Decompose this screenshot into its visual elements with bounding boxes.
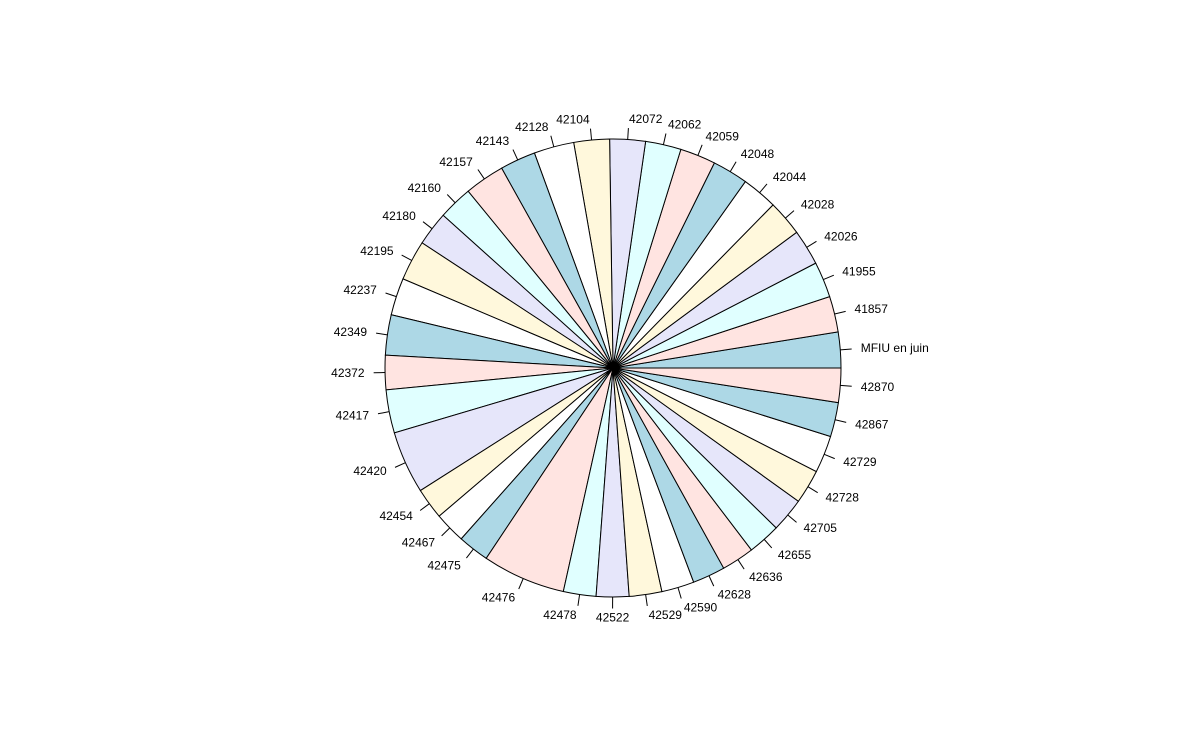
- slice-label: 42729: [843, 455, 877, 469]
- label-tick: [840, 348, 852, 351]
- label-tick: [550, 135, 555, 147]
- slice-label: 42475: [427, 558, 461, 572]
- slice-label: 42028: [801, 198, 835, 212]
- slice-label: 42870: [861, 380, 895, 394]
- label-tick: [806, 240, 817, 248]
- slice-label: 42195: [360, 244, 394, 258]
- label-tick: [419, 503, 430, 511]
- slice-label: 42128: [515, 120, 549, 134]
- label-tick: [627, 128, 629, 140]
- label-tick: [376, 332, 388, 336]
- label-tick: [823, 274, 835, 281]
- label-tick: [466, 548, 474, 559]
- label-tick: [441, 527, 451, 537]
- slice-label: 42590: [684, 600, 718, 614]
- slice-labels: MFIU en juin 41857 41955 42026 42028 42044 420…: [331, 112, 929, 625]
- label-tick: [477, 169, 485, 180]
- label-tick: [446, 194, 456, 204]
- label-tick: [787, 514, 797, 523]
- label-tick: [785, 210, 795, 219]
- pie-slices: [384, 138, 842, 598]
- label-tick: [708, 575, 715, 587]
- label-tick: [512, 149, 519, 161]
- label-tick: [834, 310, 846, 315]
- slice-label: 42237: [343, 283, 377, 297]
- slice-label: 42372: [331, 366, 365, 380]
- slice-label: 42026: [824, 229, 858, 243]
- label-tick: [840, 384, 852, 387]
- slice-label: 42048: [741, 147, 775, 161]
- label-tick: [394, 462, 406, 468]
- label-tick: [422, 221, 433, 230]
- slice-label: 42867: [855, 417, 889, 431]
- label-tick: [823, 453, 835, 460]
- label-tick: [729, 161, 737, 172]
- label-tick: [807, 486, 818, 494]
- slice-label: 42157: [439, 155, 473, 169]
- slice-label: 42143: [476, 134, 510, 148]
- label-tick: [401, 254, 412, 261]
- label-ticks: [373, 128, 852, 609]
- slice-label: 42529: [649, 608, 683, 622]
- label-tick: [577, 594, 581, 606]
- label-tick: [677, 587, 682, 599]
- slice-label: 41857: [855, 302, 889, 316]
- slice-label: 42522: [596, 611, 630, 625]
- slice-label: 42104: [556, 113, 590, 127]
- slice-label: 42072: [629, 112, 663, 126]
- slice-label: 42454: [379, 509, 413, 523]
- slice-label: 42349: [334, 325, 368, 339]
- slice-label: 42478: [543, 608, 577, 622]
- slice-label: 42417: [336, 409, 370, 423]
- slice-label: 42059: [706, 129, 740, 143]
- label-tick: [662, 133, 667, 145]
- slice-label: 42160: [408, 181, 442, 195]
- slice-label: 42476: [482, 590, 516, 604]
- slice-label: 42636: [749, 570, 783, 584]
- slice-label: 42655: [778, 548, 812, 562]
- slice-label: MFIU en juin: [861, 341, 929, 355]
- label-tick: [834, 419, 847, 423]
- label-tick: [377, 411, 390, 415]
- slice-label: 41955: [842, 265, 876, 279]
- slice-label: 42467: [402, 535, 436, 549]
- label-tick: [697, 144, 703, 156]
- label-tick: [589, 128, 593, 141]
- slice-label: 42062: [668, 118, 702, 132]
- label-tick: [763, 539, 773, 549]
- label-tick: [385, 292, 397, 298]
- slice-label: 42728: [826, 490, 860, 504]
- label-tick: [737, 559, 745, 570]
- slice-label: 42420: [353, 464, 387, 478]
- label-tick: [518, 578, 524, 590]
- label-tick: [759, 183, 768, 193]
- slice-label: 42628: [718, 587, 752, 601]
- slice-label: 42044: [773, 170, 807, 184]
- label-tick: [645, 594, 648, 607]
- slice-label: 42705: [804, 521, 838, 535]
- slice-label: 42180: [382, 209, 416, 223]
